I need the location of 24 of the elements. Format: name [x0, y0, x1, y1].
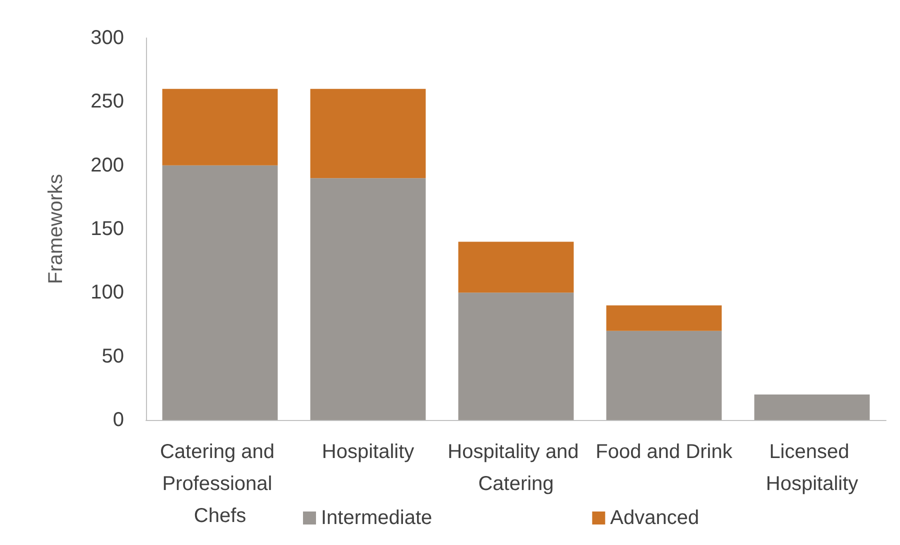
x-tick-label: Hospitality and Catering: [448, 441, 584, 495]
x-tick-label: Hospitality: [322, 441, 414, 463]
x-tick-label: Food and Drink: [596, 441, 734, 463]
bar: [162, 88, 278, 166]
x-tick-label: Catering and Professional Chefs: [160, 441, 280, 527]
bar: [458, 242, 574, 293]
x-tick-label: Licensed Hospitality: [766, 441, 858, 495]
bar: [458, 292, 574, 420]
y-tick-label: 200: [90, 154, 124, 176]
y-axis-title: Frameworks: [45, 174, 67, 284]
y-tick-label: 300: [90, 27, 124, 49]
legend-label: Intermediate: [321, 507, 432, 529]
bar: [162, 165, 278, 420]
bar: [310, 178, 426, 420]
bar: [310, 88, 426, 178]
legend-label: Advanced: [610, 507, 700, 529]
bar: [754, 394, 870, 420]
bar: [606, 330, 722, 420]
bar: [606, 305, 722, 331]
y-tick-label: 50: [102, 345, 124, 368]
y-tick-label: 0: [112, 409, 124, 431]
y-tick-label: 250: [90, 90, 124, 113]
y-tick-label: 150: [90, 218, 124, 240]
y-tick-label: 100: [90, 282, 124, 304]
